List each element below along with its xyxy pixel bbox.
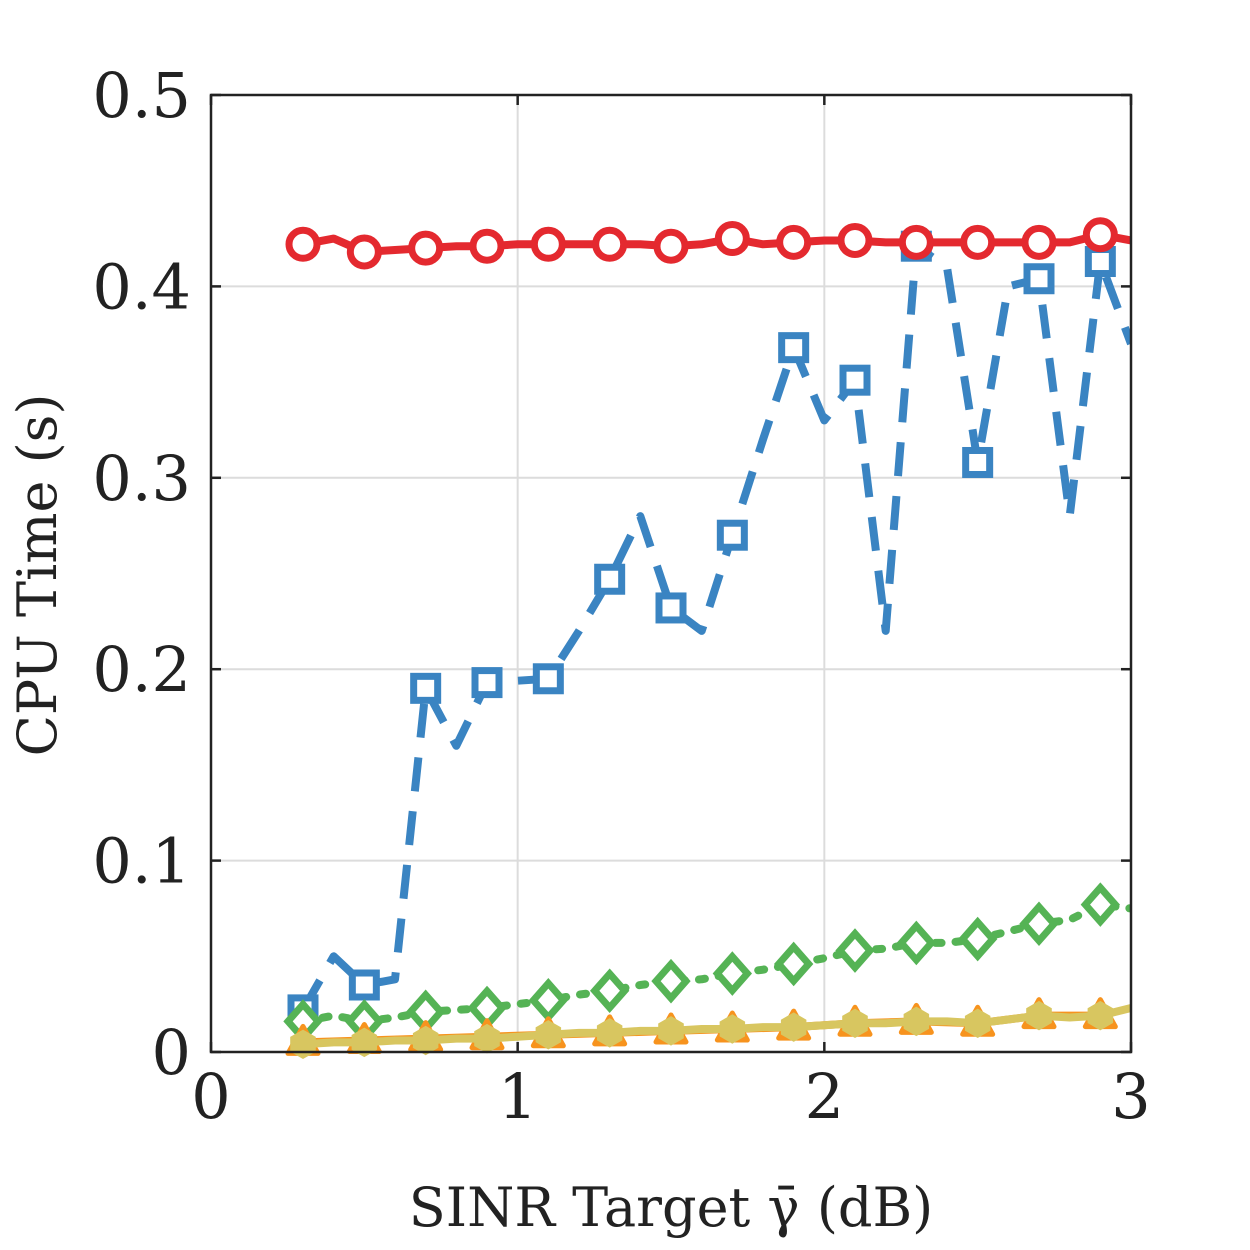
yellow-hexagon-series-line <box>302 1004 1131 1049</box>
diamond-marker <box>1019 901 1059 947</box>
square-marker <box>655 592 687 624</box>
x-tick-label: 3 <box>1111 1060 1150 1133</box>
diamond-marker <box>651 958 691 1004</box>
diamond-marker <box>589 968 630 1014</box>
circle-marker <box>346 234 382 270</box>
diamond-marker <box>896 920 937 966</box>
y-axis-title: CPU Time (s) <box>6 394 69 757</box>
hexagon-marker <box>474 1023 500 1054</box>
hexagon-marker <box>658 1016 684 1046</box>
blue-square-series <box>287 230 1131 1026</box>
hexagon-marker <box>412 1025 439 1056</box>
x-tick-label: 0 <box>191 1060 230 1133</box>
blue-square-series-line <box>299 242 1131 1012</box>
square-marker <box>962 446 994 478</box>
plot-area-frame <box>209 93 1133 1054</box>
diamond-marker <box>528 978 569 1023</box>
circle-marker <box>1082 217 1118 253</box>
plot-series <box>283 217 1131 1060</box>
x-axis-title: SINR Target γ̄ (dB) <box>409 1176 933 1239</box>
diamond-marker <box>835 928 875 973</box>
axis-ticks: 0 1 2 3 0 0.1 0.2 0.3 0.4 0.5 <box>92 59 1150 1133</box>
circle-marker <box>592 226 628 262</box>
y-tick-label: 0.4 <box>92 250 191 323</box>
hexagon-marker <box>1026 1000 1052 1031</box>
square-marker <box>778 332 810 364</box>
y-tick-label: 0.5 <box>92 59 191 132</box>
circle-marker <box>530 226 566 262</box>
red-circle-series <box>285 217 1131 270</box>
hexagon-marker <box>719 1014 746 1044</box>
square-marker <box>348 969 380 1001</box>
y-tick-label: 0.1 <box>92 825 191 898</box>
hexagon-marker <box>351 1027 378 1058</box>
circle-marker <box>837 222 873 258</box>
y-tick-label: 0.2 <box>92 633 191 706</box>
hexagon-marker <box>596 1018 623 1048</box>
yellow-hexagon-series <box>290 1000 1131 1060</box>
diamond-marker <box>957 916 998 962</box>
square-marker <box>1023 263 1055 295</box>
square-marker <box>410 672 442 704</box>
circle-marker <box>408 230 444 266</box>
circle-marker <box>285 226 321 262</box>
circle-marker <box>469 228 505 264</box>
circle-marker <box>898 224 934 260</box>
square-marker <box>839 364 871 396</box>
hexagon-marker <box>535 1020 562 1050</box>
grid <box>211 95 1131 1052</box>
hexagon-marker <box>964 1008 991 1039</box>
circle-marker <box>1021 224 1057 260</box>
circle-marker <box>960 224 996 260</box>
green-diamond-series <box>283 882 1131 1044</box>
hexagon-marker <box>1087 1000 1114 1031</box>
circle-marker <box>714 221 750 257</box>
square-marker <box>471 667 503 699</box>
circle-marker <box>776 224 812 260</box>
diamond-marker <box>1080 882 1121 927</box>
hexagon-marker <box>842 1008 868 1039</box>
square-marker <box>594 563 626 595</box>
square-marker <box>716 519 748 551</box>
hexagon-marker <box>780 1012 807 1042</box>
hexagon-marker <box>290 1029 316 1060</box>
circle-marker <box>653 228 689 264</box>
diamond-marker <box>773 941 814 987</box>
y-tick-label: 0.3 <box>92 442 191 515</box>
square-marker <box>1084 246 1116 278</box>
x-tick-label: 2 <box>805 1060 844 1133</box>
square-marker <box>532 663 564 695</box>
x-tick-label: 1 <box>498 1060 537 1133</box>
y-tick-label: 0 <box>152 1016 191 1089</box>
diamond-marker <box>712 951 753 996</box>
hexagon-marker <box>903 1006 930 1037</box>
